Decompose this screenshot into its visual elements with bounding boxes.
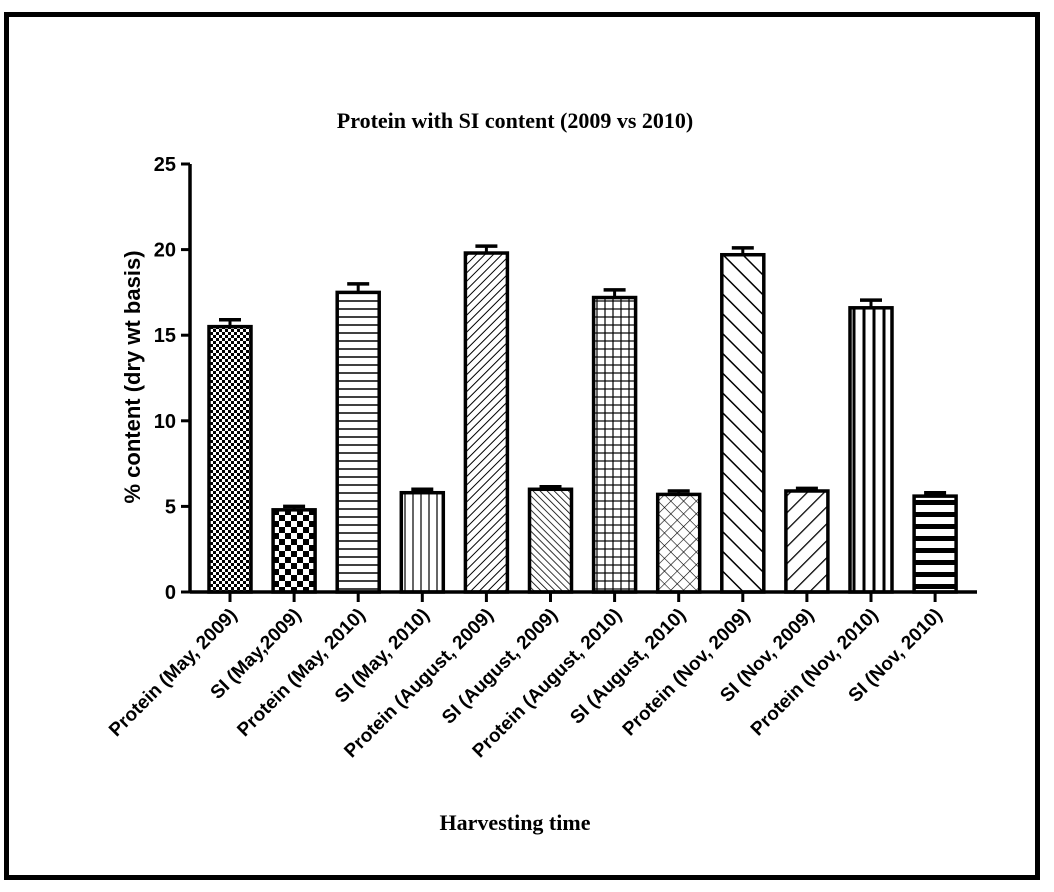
bar (399, 490, 446, 594)
x-axis-label: Harvesting time (440, 810, 591, 835)
chart-title: Protein with SI content (2009 vs 2010) (337, 108, 693, 133)
bars-layer (207, 251, 958, 594)
bar (207, 324, 253, 594)
bar (335, 290, 381, 594)
bar (720, 252, 766, 594)
x-tick-label: SI (August, 2009) (438, 605, 562, 729)
bar (271, 508, 317, 594)
y-tick-label: 10 (154, 411, 176, 433)
bar-chart: Protein with SI content (2009 vs 2010) 0… (105, 108, 977, 835)
y-tick-label: 20 (154, 240, 176, 262)
error-bars-layer (219, 244, 947, 510)
y-tick-label: 25 (154, 154, 176, 176)
y-ticks-layer: 0 5 10 15 20 25 (154, 154, 190, 604)
y-axis-label: % content (dry wt basis) (120, 250, 145, 503)
x-tick-label: Protein (May, 2010) (233, 605, 369, 741)
x-ticks-layer: Protein (May, 2009)SI (May,2009)Protein … (105, 592, 947, 762)
bar (591, 295, 638, 594)
y-tick-label: 0 (165, 582, 176, 604)
y-tick-label: 15 (154, 325, 176, 347)
bar (784, 489, 830, 594)
chart-frame: Protein with SI content (2009 vs 2010) 0… (4, 12, 1040, 880)
x-tick-label: Protein (May, 2009) (105, 605, 241, 741)
bar (848, 306, 894, 594)
y-tick-label: 5 (165, 496, 176, 518)
bar (912, 494, 958, 594)
x-tick-label: Protein (Nov, 2009) (619, 605, 755, 741)
bar (527, 487, 574, 594)
x-tick-label: Protein (Nov, 2010) (747, 605, 883, 741)
bar (463, 251, 510, 594)
bar (655, 492, 702, 594)
x-tick-label: SI (August, 2010) (566, 605, 690, 729)
